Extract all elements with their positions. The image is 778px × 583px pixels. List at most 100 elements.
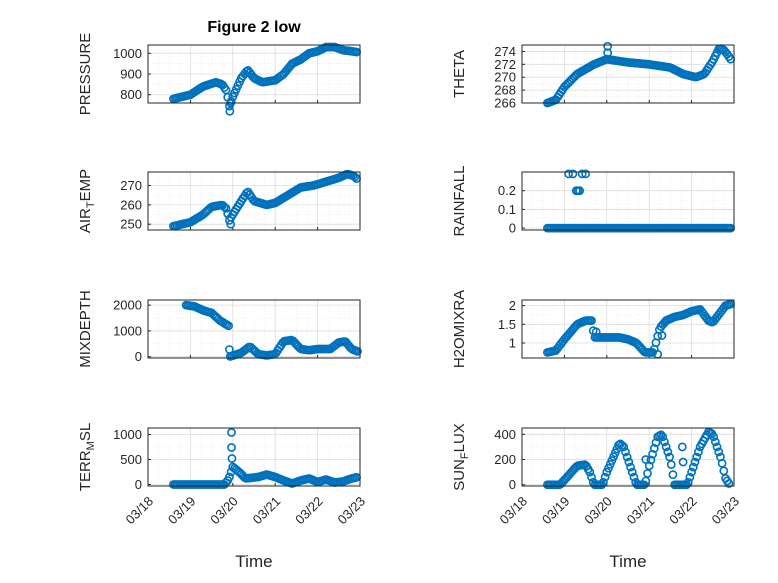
axes-border bbox=[147, 44, 361, 104]
y-tick-label: 1000 bbox=[113, 323, 142, 338]
y-tick-label: 266 bbox=[494, 96, 516, 111]
axes-border bbox=[521, 44, 735, 104]
data-point bbox=[564, 169, 574, 179]
data-point bbox=[710, 437, 720, 447]
data-point bbox=[685, 472, 695, 482]
chart-title: Figure 2 low bbox=[207, 19, 301, 36]
y-tick-label: 268 bbox=[494, 83, 516, 98]
data-point bbox=[656, 430, 666, 440]
data-point bbox=[646, 455, 656, 465]
x-tick-label: 03/18 bbox=[123, 494, 157, 528]
subplot-4: 0 0.1 0.2 RAINFALL bbox=[451, 166, 736, 237]
data-point bbox=[224, 321, 233, 331]
data-point bbox=[724, 479, 734, 488]
y-tick-label: 200 bbox=[494, 452, 516, 467]
y-tick-label: 0 bbox=[135, 349, 142, 364]
data-point bbox=[692, 452, 702, 462]
data-point bbox=[225, 345, 234, 354]
data-point bbox=[591, 327, 601, 337]
data-point bbox=[219, 202, 229, 212]
y-tick-label: 0 bbox=[509, 477, 516, 492]
y-tick-label: 500 bbox=[120, 452, 142, 467]
subplot-7: 0 500 1000 03/18 03/19 03/20 03/21 03/22 03/23 TE… bbox=[77, 423, 368, 571]
data-point bbox=[225, 106, 235, 116]
y-tick-label: 260 bbox=[120, 197, 142, 212]
data-point bbox=[663, 447, 673, 457]
data-point bbox=[678, 457, 688, 467]
subplot-3: 250 260 270 AIRTEMP bbox=[77, 169, 362, 233]
data-point bbox=[687, 467, 696, 477]
data-point bbox=[350, 172, 360, 182]
y-tick-label: 400 bbox=[494, 427, 516, 442]
data-point bbox=[622, 452, 632, 462]
y-axis-label: TERRMSL bbox=[77, 423, 97, 491]
data-point bbox=[568, 169, 578, 179]
x-axis-label: Time bbox=[235, 552, 272, 571]
y-axis-label: THETA bbox=[451, 50, 468, 98]
data-point bbox=[657, 331, 667, 340]
x-tick-label: 03/20 bbox=[207, 494, 241, 528]
data-point bbox=[649, 444, 659, 453]
subplot-1: 800 900 1000 PRESSURE Figure 2 low bbox=[77, 19, 362, 116]
data-point bbox=[690, 457, 700, 467]
y-tick-label: 1000 bbox=[113, 46, 142, 61]
y-axis-label: MIXDEPTH bbox=[77, 290, 94, 368]
data-point bbox=[693, 447, 703, 457]
x-tick-label: 03/19 bbox=[539, 494, 573, 528]
data-point bbox=[619, 442, 629, 452]
y-tick-label: 0 bbox=[135, 477, 142, 492]
data-point bbox=[712, 442, 722, 452]
x-axis-label: Time bbox=[609, 552, 646, 571]
subplot-5: 0 1000 2000 MIXDEPTH bbox=[77, 290, 362, 368]
subplot-6: 1 1.5 2 H2OMIXRA bbox=[451, 290, 736, 368]
y-axis-label: SUNFLUX bbox=[451, 423, 471, 491]
y-tick-label: 1 bbox=[509, 336, 516, 351]
axes-border bbox=[147, 171, 361, 231]
y-axis-label: H2OMIXRA bbox=[451, 290, 468, 368]
y-tick-label: 250 bbox=[120, 217, 142, 232]
data-point bbox=[648, 449, 657, 459]
y-tick-label: 1.5 bbox=[498, 317, 516, 332]
data-point bbox=[666, 460, 676, 469]
x-tick-label: 03/23 bbox=[335, 494, 369, 528]
data-point bbox=[714, 447, 724, 457]
x-tick-label: 03/18 bbox=[497, 494, 531, 528]
data-point bbox=[641, 455, 651, 464]
data-point bbox=[353, 346, 362, 356]
x-tick-label: 03/21 bbox=[624, 494, 658, 528]
axes-border bbox=[521, 299, 735, 359]
y-tick-label: 274 bbox=[494, 44, 516, 59]
data-point bbox=[621, 447, 630, 457]
x-tick-label: 03/20 bbox=[581, 494, 615, 528]
data-point bbox=[603, 48, 613, 58]
data-point bbox=[668, 470, 678, 480]
data-point bbox=[688, 462, 698, 472]
y-tick-label: 1000 bbox=[113, 427, 142, 442]
data-point bbox=[617, 440, 627, 450]
y-tick-label: 2000 bbox=[113, 298, 142, 313]
y-tick-label: 800 bbox=[120, 87, 142, 102]
data-point bbox=[587, 316, 596, 325]
data-point bbox=[626, 462, 635, 472]
data-point bbox=[581, 169, 590, 179]
data-point bbox=[627, 467, 637, 477]
data-point bbox=[658, 432, 668, 442]
y-axis-label: RAINFALL bbox=[451, 166, 468, 237]
x-tick-label: 03/22 bbox=[666, 494, 700, 528]
data-point bbox=[227, 443, 236, 452]
subplot-8: 0 200 400 03/18 03/19 03/20 03/21 03/22 03/23 SUN… bbox=[451, 423, 742, 571]
y-tick-label: 0.2 bbox=[498, 183, 516, 198]
data-point bbox=[221, 203, 231, 213]
data-point bbox=[709, 432, 719, 442]
axes-border bbox=[147, 299, 361, 359]
axes-border bbox=[521, 427, 735, 487]
data-point bbox=[651, 438, 661, 448]
y-axis-label: AIRTEMP bbox=[77, 169, 97, 233]
x-tick-label: 03/19 bbox=[165, 494, 199, 528]
axes-border bbox=[521, 171, 735, 231]
x-tick-label: 03/21 bbox=[250, 494, 284, 528]
data-point bbox=[227, 428, 236, 437]
data-point bbox=[577, 169, 587, 179]
y-axis-label: PRESSURE bbox=[77, 33, 94, 116]
y-tick-label: 900 bbox=[120, 67, 142, 82]
